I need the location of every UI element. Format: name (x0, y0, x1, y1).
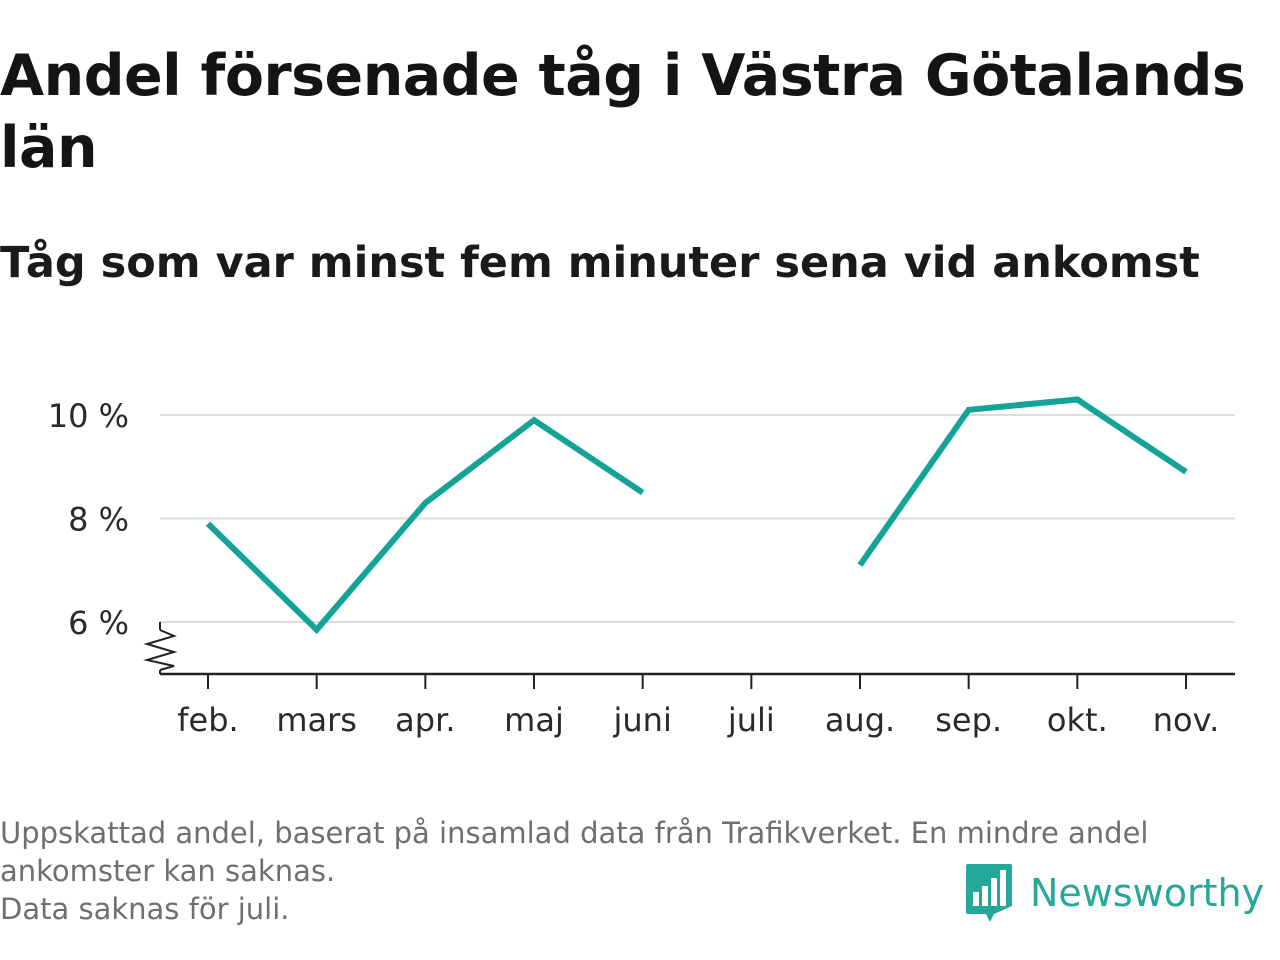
data-point-10 (1183, 469, 1189, 475)
x-tick-label-1: feb. (177, 701, 238, 739)
footer-note-line-2: Data saknas för juli. (0, 892, 290, 926)
x-tick-label-2: mars (276, 701, 357, 739)
data-point-7 (857, 562, 863, 568)
x-tick-label-6: juli (727, 701, 775, 739)
brand-name: Newsworthy (1030, 871, 1265, 915)
data-point-8 (966, 407, 972, 413)
y-tick-label-6: 6 % (68, 604, 129, 642)
footer-note-line-1: Uppskattad andel, baserat på insamlad da… (0, 816, 1158, 888)
x-tick-label-8: sep. (935, 701, 1002, 739)
series-line-segment-2 (857, 396, 1188, 567)
x-tick-label-4: maj (504, 701, 564, 739)
newsworthy-logo-icon (966, 864, 1012, 922)
x-tick-label-9: okt. (1047, 701, 1108, 739)
chart-title: Andel försenade tåg i Västra Götalands l… (0, 43, 1246, 181)
chart-subtitle: Tåg som var minst fem minuter sena vid a… (0, 238, 1200, 288)
data-point-4 (531, 417, 537, 423)
line-chart: 6 % 8 % 10 % feb. mars apr. maj juni juli aug. sep… (48, 396, 1235, 739)
x-tick-label-7: aug. (825, 701, 895, 739)
data-point-3 (422, 500, 428, 506)
y-tick-label-10: 10 % (48, 397, 129, 435)
x-tick-label-3: apr. (395, 701, 455, 739)
y-axis-break (143, 629, 178, 671)
y-tick-label-8: 8 % (68, 501, 129, 539)
brand-logo: Newsworthy (964, 862, 1264, 924)
data-point-5 (640, 490, 646, 496)
data-point-2 (314, 627, 320, 633)
data-point-9 (1074, 396, 1080, 402)
x-tick-label-5: juni (612, 701, 671, 739)
footer-note: Uppskattad andel, baserat på insamlad da… (0, 814, 1270, 928)
series-line-segment-1 (205, 416, 645, 635)
x-tick-label-10: nov. (1153, 701, 1219, 739)
data-point-1 (205, 521, 211, 527)
